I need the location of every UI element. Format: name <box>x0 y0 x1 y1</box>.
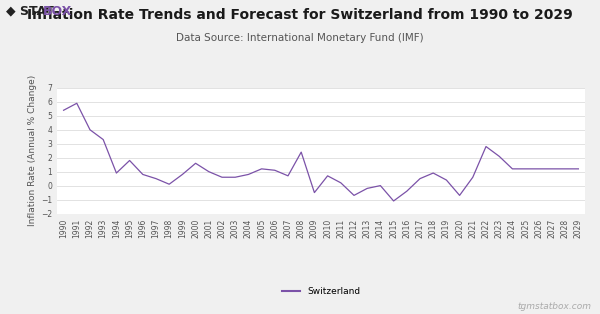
Y-axis label: Inflation Rate (Annual % Change): Inflation Rate (Annual % Change) <box>28 75 37 226</box>
Text: Data Source: International Monetary Fund (IMF): Data Source: International Monetary Fund… <box>176 33 424 43</box>
Legend: Switzerland: Switzerland <box>278 283 364 300</box>
Text: tgmstatbox.com: tgmstatbox.com <box>517 302 591 311</box>
Text: Inflation Rate Trends and Forecast for Switzerland from 1990 to 2029: Inflation Rate Trends and Forecast for S… <box>27 8 573 22</box>
Text: BOX: BOX <box>43 5 73 18</box>
Text: ◆ STAT: ◆ STAT <box>6 5 54 18</box>
